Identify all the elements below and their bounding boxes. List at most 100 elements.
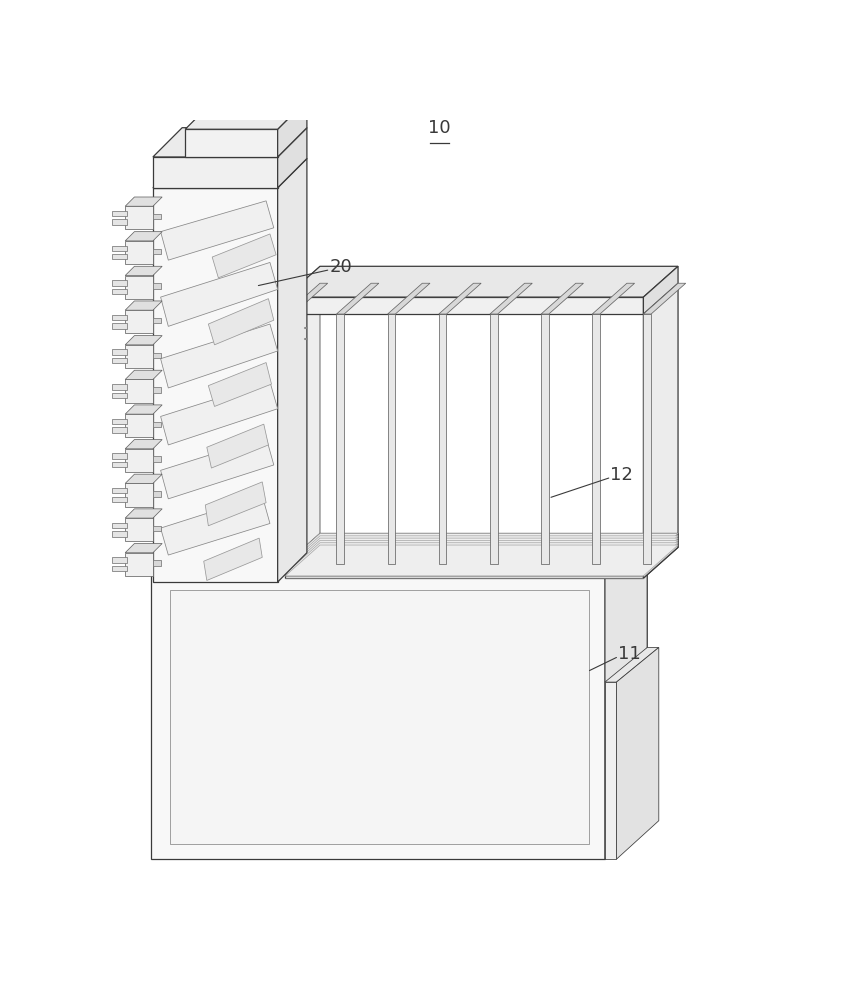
Polygon shape — [125, 197, 162, 206]
Text: 11: 11 — [618, 645, 641, 663]
Polygon shape — [160, 201, 273, 260]
Polygon shape — [112, 462, 127, 467]
Polygon shape — [112, 497, 127, 502]
Polygon shape — [112, 358, 127, 363]
Polygon shape — [153, 283, 160, 289]
Polygon shape — [285, 266, 678, 297]
Polygon shape — [125, 449, 153, 472]
Polygon shape — [125, 414, 153, 437]
Polygon shape — [285, 314, 293, 564]
Polygon shape — [490, 283, 532, 314]
Polygon shape — [112, 280, 127, 286]
Polygon shape — [644, 533, 678, 578]
Polygon shape — [125, 345, 153, 368]
Polygon shape — [604, 540, 655, 574]
Polygon shape — [125, 518, 153, 541]
Polygon shape — [285, 297, 644, 314]
Polygon shape — [153, 214, 160, 219]
Polygon shape — [185, 129, 278, 157]
Polygon shape — [278, 158, 306, 582]
Polygon shape — [541, 314, 548, 564]
Polygon shape — [125, 474, 162, 483]
Polygon shape — [112, 289, 127, 294]
Polygon shape — [278, 128, 306, 188]
Polygon shape — [336, 314, 344, 564]
Polygon shape — [112, 488, 127, 493]
Polygon shape — [616, 647, 659, 859]
Polygon shape — [160, 324, 278, 388]
Polygon shape — [160, 382, 278, 445]
Polygon shape — [285, 266, 320, 578]
Polygon shape — [112, 219, 127, 225]
Polygon shape — [112, 254, 127, 259]
Polygon shape — [285, 540, 678, 571]
Polygon shape — [205, 482, 266, 526]
Polygon shape — [153, 249, 160, 254]
Polygon shape — [112, 531, 127, 537]
Polygon shape — [125, 483, 153, 507]
Polygon shape — [285, 538, 678, 569]
Polygon shape — [112, 211, 127, 216]
Polygon shape — [125, 553, 153, 576]
Polygon shape — [125, 379, 153, 403]
Polygon shape — [112, 557, 127, 563]
Polygon shape — [150, 574, 604, 859]
Polygon shape — [112, 393, 127, 398]
Polygon shape — [336, 283, 379, 314]
Text: 12: 12 — [610, 466, 633, 484]
Polygon shape — [125, 370, 162, 379]
Polygon shape — [604, 540, 647, 859]
Polygon shape — [112, 349, 127, 355]
Polygon shape — [278, 100, 306, 157]
Polygon shape — [490, 314, 498, 564]
Polygon shape — [112, 246, 127, 251]
Polygon shape — [212, 234, 276, 278]
Polygon shape — [153, 560, 160, 566]
Polygon shape — [153, 188, 278, 582]
Polygon shape — [153, 491, 160, 497]
Polygon shape — [153, 318, 160, 323]
Polygon shape — [439, 283, 481, 314]
Polygon shape — [112, 419, 127, 424]
Polygon shape — [112, 323, 127, 329]
Polygon shape — [153, 157, 278, 188]
Polygon shape — [125, 544, 162, 553]
Polygon shape — [160, 496, 270, 555]
Polygon shape — [125, 276, 153, 299]
Polygon shape — [153, 387, 160, 393]
Polygon shape — [208, 363, 272, 406]
Polygon shape — [153, 353, 160, 358]
Polygon shape — [125, 336, 162, 345]
Polygon shape — [604, 682, 616, 859]
Polygon shape — [604, 647, 659, 682]
Polygon shape — [125, 405, 162, 414]
Polygon shape — [541, 283, 583, 314]
Polygon shape — [644, 266, 678, 314]
Polygon shape — [208, 299, 273, 345]
Polygon shape — [285, 533, 678, 564]
Polygon shape — [112, 427, 127, 433]
Polygon shape — [285, 283, 328, 314]
Polygon shape — [112, 566, 127, 571]
Polygon shape — [153, 128, 306, 157]
Polygon shape — [388, 283, 430, 314]
Polygon shape — [125, 206, 153, 229]
Polygon shape — [285, 533, 678, 564]
Polygon shape — [593, 314, 600, 564]
Polygon shape — [285, 564, 644, 578]
Polygon shape — [125, 310, 153, 333]
Polygon shape — [153, 526, 160, 531]
Polygon shape — [388, 314, 396, 564]
Polygon shape — [204, 538, 262, 580]
Polygon shape — [112, 523, 127, 528]
Polygon shape — [125, 232, 162, 241]
Polygon shape — [285, 543, 678, 574]
Text: 10: 10 — [428, 119, 451, 137]
Polygon shape — [112, 453, 127, 459]
Polygon shape — [644, 314, 651, 564]
Polygon shape — [160, 437, 273, 499]
Polygon shape — [644, 283, 686, 314]
Polygon shape — [439, 314, 447, 564]
Polygon shape — [170, 590, 589, 844]
Polygon shape — [185, 100, 306, 129]
